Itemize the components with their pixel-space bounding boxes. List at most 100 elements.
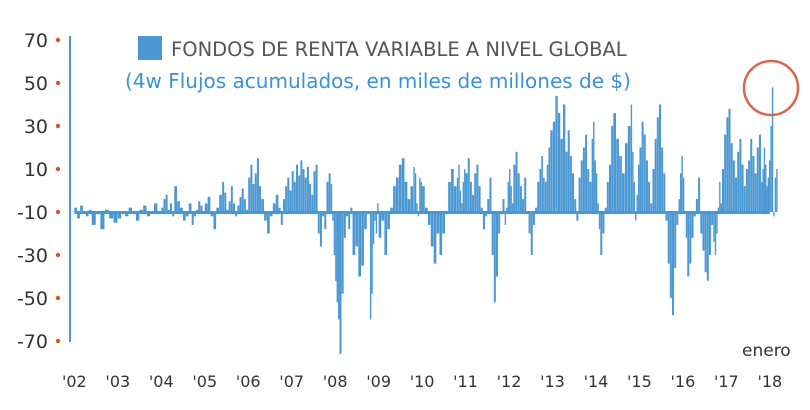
bar [433, 212, 437, 264]
bar [678, 199, 680, 212]
bar [587, 169, 590, 212]
bar [401, 158, 405, 212]
bar [482, 212, 485, 230]
bar [714, 212, 717, 255]
bar [293, 181, 296, 212]
bar [348, 212, 351, 230]
bar [732, 160, 735, 212]
bar [364, 212, 367, 230]
bar [487, 199, 490, 212]
bar [502, 199, 505, 212]
bar [163, 199, 166, 212]
bar [135, 212, 140, 221]
bar [252, 184, 255, 212]
bar [539, 169, 542, 212]
bar [430, 212, 434, 247]
bar [552, 121, 556, 212]
bar [264, 212, 267, 221]
bar [177, 201, 180, 212]
bar [117, 212, 122, 219]
bar [548, 147, 551, 212]
bar [427, 212, 431, 225]
bar [630, 104, 633, 212]
bar [451, 169, 454, 212]
x-tick-label: '04 [149, 372, 174, 391]
bar [517, 173, 520, 212]
bar [250, 164, 253, 212]
bar [243, 199, 246, 212]
bar [519, 186, 522, 212]
bar [456, 177, 459, 212]
bar [722, 169, 725, 212]
bar [241, 188, 244, 212]
bar [154, 203, 158, 212]
bar [278, 207, 281, 212]
bar [387, 212, 390, 230]
bar [469, 181, 472, 212]
bar [691, 212, 694, 238]
x-tick-label: '14 [584, 372, 609, 391]
bar [679, 173, 682, 212]
bar [595, 173, 598, 212]
bar [550, 130, 553, 212]
bar [663, 173, 666, 212]
bar [375, 212, 378, 234]
bar [422, 186, 425, 212]
bar [719, 181, 721, 212]
bar [674, 212, 677, 268]
bar [622, 173, 625, 212]
bar [636, 194, 638, 212]
bar [632, 151, 634, 212]
bar [507, 181, 509, 212]
bar [567, 130, 570, 212]
y-tick-label: 10 [24, 159, 48, 181]
bar [246, 209, 249, 212]
bar [228, 201, 231, 212]
bar [330, 184, 333, 212]
bar [774, 177, 777, 212]
bar [100, 212, 105, 230]
bar [125, 212, 129, 217]
bar [543, 177, 545, 212]
bar [80, 205, 83, 212]
bar [198, 201, 201, 212]
bar [315, 164, 318, 212]
bar [306, 166, 309, 212]
bar [500, 212, 503, 213]
bar [339, 212, 342, 354]
bar [326, 181, 329, 212]
bar [624, 143, 628, 212]
bar [776, 169, 778, 212]
bar [219, 194, 222, 212]
bar [381, 212, 385, 221]
y-tick-dot [55, 338, 61, 344]
bar [535, 207, 538, 212]
bar [585, 134, 588, 212]
bar [716, 212, 718, 234]
bar [689, 212, 692, 264]
bar [361, 212, 364, 266]
bar [639, 147, 642, 212]
bar [537, 181, 540, 212]
bar [695, 199, 698, 212]
bar [180, 207, 183, 212]
bar [472, 194, 475, 212]
bar [737, 151, 740, 212]
bar [708, 212, 711, 255]
bar [541, 156, 543, 212]
bar [608, 164, 611, 212]
bar [693, 212, 696, 217]
bar [665, 212, 668, 221]
bar [352, 212, 356, 255]
bar [346, 212, 349, 217]
bar [767, 177, 770, 212]
y-tick-dot [55, 209, 61, 215]
y-tick-label: -10 [17, 202, 48, 224]
bar [528, 212, 531, 234]
bar [761, 181, 763, 212]
bar [766, 186, 768, 212]
bar [557, 113, 561, 212]
bar [113, 212, 118, 223]
bar [743, 186, 746, 212]
y-tick-label: 30 [24, 116, 48, 138]
